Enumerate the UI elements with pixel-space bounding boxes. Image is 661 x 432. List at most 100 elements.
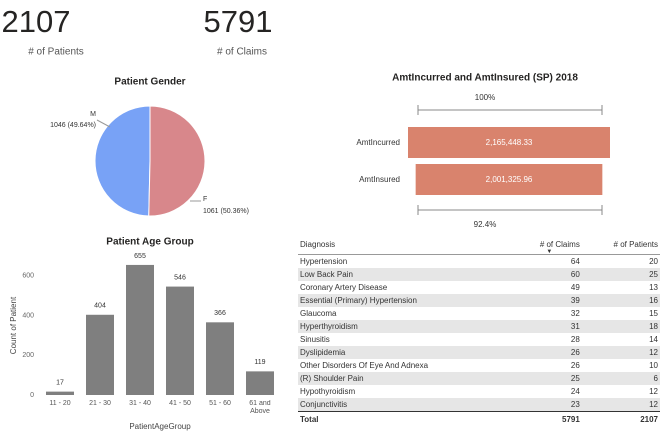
bar-value: 655 [134,253,146,260]
annotation: 100% [475,93,495,102]
cell: 15 [649,309,658,318]
header-row: Diagnosis # of Claims ▼ # of Patients [298,238,660,255]
funnel-label: AmtInsured [359,175,400,184]
table-row: Other Disorders Of Eye And Adnexa 26 10 [298,359,660,372]
chart-title: Patient Age Group [106,237,193,248]
funnel-bar [408,127,610,158]
bar [246,371,274,395]
x-tick-holder: 31 - 40 [129,400,151,407]
x-tick-holder: 41 - 50 [169,400,191,407]
cell: 60 [570,270,580,279]
bar [46,391,74,395]
x-tick-holder: 11 - 20 [49,400,71,407]
cell: 12 [649,348,658,357]
bar-value: 366 [214,310,226,317]
x-tick-label: 51 - 60 [209,400,231,407]
cell: Glaucoma [300,309,337,318]
cell: Low Back Pain [300,270,353,279]
bar [86,314,114,395]
table-row: Hypothyroidism 24 12 [298,385,660,398]
cell: Conjunctivitis [300,400,348,409]
cell: 24 [570,387,580,396]
table-row: Essential (Primary) Hypertension 39 16 [298,294,660,307]
bar-value: 119 [254,359,265,366]
cell: 12 [649,387,658,396]
bar [206,322,234,395]
bar-value: 17 [56,379,64,386]
table-row: Glaucoma 32 15 [298,307,660,320]
total-cell: Total [298,411,511,426]
cell: 13 [649,283,658,292]
cell: 39 [570,296,580,305]
kpi-label: # of Claims [217,47,267,58]
bar [166,286,194,395]
cell: 26 [570,348,580,357]
cell: Hyperthyroidism [300,322,358,331]
pie-slice [148,105,206,217]
cell: 20 [649,257,658,266]
cell: 25 [570,374,580,383]
bar-value: 546 [174,274,186,281]
cell: Hypothyroidism [300,387,356,396]
cell: Essential (Primary) Hypertension [300,296,417,305]
funnel-bar [415,164,603,195]
x-tick-holder: 61 and Above [249,400,271,415]
table-row: Low Back Pain 60 25 [298,268,660,281]
cell: 49 [570,283,580,292]
slice-label: M [90,111,96,118]
cell: 14 [649,335,658,344]
cell: (R) Shoulder Pain [300,374,364,383]
diagnosis-table: Diagnosis # of Claims ▼ # of Patients Hyper… [298,238,660,426]
chart-title: Patient Gender [114,77,185,88]
y-tick-label: 0 [30,392,34,399]
slice-value: 1046 (49.64%) [50,122,96,129]
cell: 16 [649,296,658,305]
annotation: 92.4% [474,220,497,229]
table-row: Sinusitis 28 14 [298,333,660,346]
cell: 31 [570,322,580,331]
chart-title: AmtIncurred and AmtInsured (SP) 2018 [392,73,578,84]
y-axis-label: Count of Patient [9,296,18,354]
cell: 6 [653,374,658,383]
cell: 10 [649,361,658,370]
total-row: Total 5791 2107 [298,411,660,426]
slice-label: F [203,196,207,203]
cell: 32 [570,309,580,318]
column-header: # of Claims ▼ [510,238,582,255]
column-header: Diagnosis [298,238,511,255]
cell: Coronary Artery Disease [300,283,388,292]
x-tick-label: 11 - 20 [49,400,71,407]
x-tick-label: 61 and Above [249,400,271,415]
cell: 64 [570,257,580,266]
funnel-value: 2,165,448.33 [486,138,533,147]
table-row: Dyslipidemia 26 12 [298,346,660,359]
cell: Sinusitis [300,335,330,344]
x-tick-holder: 51 - 60 [209,400,231,407]
cell: 26 [570,361,580,370]
kpi-value: 5791 [204,4,273,39]
y-tick-label: 400 [22,312,34,319]
kpi-value: 2107 [2,4,71,39]
pie-slice [94,105,151,217]
table-row: (R) Shoulder Pain 25 6 [298,372,660,385]
funnel-value: 2,001,325.96 [486,175,533,184]
x-tick-label: 21 - 30 [89,400,111,407]
leader-line [96,119,111,128]
y-tick-label: 200 [22,352,34,359]
total-cell: 5791 [510,411,582,426]
x-axis-label: PatientAgeGroup [129,422,191,431]
cell: Dyslipidemia [300,348,346,357]
slice-value: 1061 (50.36%) [203,208,249,215]
bar [126,264,154,395]
cell: Hypertension [300,257,348,266]
x-tick-label: 31 - 40 [129,400,151,407]
kpi-label: # of Patients [28,47,84,58]
total-cell: 2107 [581,411,660,426]
table-row: Hypertension 64 20 [298,255,660,269]
y-tick-label: 600 [22,273,34,280]
column-header: # of Patients [581,238,660,255]
cell: Other Disorders Of Eye And Adnexa [300,361,429,370]
cell: 25 [649,270,658,279]
